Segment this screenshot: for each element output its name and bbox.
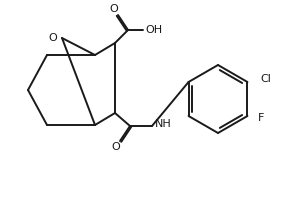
Text: O: O (110, 4, 118, 14)
Text: F: F (258, 113, 264, 123)
Text: NH: NH (155, 119, 172, 129)
Text: Cl: Cl (260, 74, 271, 84)
Text: O: O (112, 142, 120, 152)
Text: OH: OH (145, 25, 163, 35)
Text: O: O (49, 33, 57, 43)
